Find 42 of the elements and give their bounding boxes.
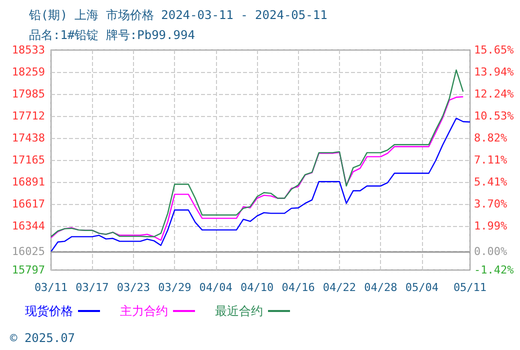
x-tick-label: 04/10 [240,281,274,294]
x-tick-label: 03/11 [34,281,68,294]
x-tick-label: 05/11 [453,281,487,294]
y-tick-label: 16891 [12,176,45,189]
x-tick-label: 03/17 [76,281,109,294]
y-tick-label: 17985 [12,88,45,101]
y2-tick-label: 15.65% [474,44,514,56]
x-tick-label: 04/28 [364,281,398,294]
y-tick-label: 17712 [12,110,45,123]
y-tick-label: 16025 [12,245,45,258]
legend-label: 主力合约 [120,304,168,318]
x-tick-label: 04/22 [322,281,356,294]
legend-label: 最近合约 [215,304,263,318]
legend-label: 现货价格 [25,304,73,318]
y-tick-label: 17165 [12,154,45,166]
chart-subtitle: 品名:1#铅锭 牌号:Pb99.994 [29,28,195,42]
chart-title: 铅(期) 上海 市场价格 2024-03-11 - 2024-05-11 [28,8,328,22]
x-tick-label: 05/04 [405,281,439,294]
y2-tick-label: 1.99% [474,220,508,233]
line-series [50,118,471,252]
y2-tick-label: 12.24% [474,87,514,100]
y-tick-label: 16617 [12,198,45,211]
y2-tick-label: 3.70% [474,198,508,211]
y2-tick-label: 5.41% [474,175,508,188]
y2-tick-label: 8.82% [474,132,508,145]
y-tick-label: 16344 [12,220,46,233]
x-tick-label: 03/23 [116,281,150,294]
y-tick-label: 15797 [12,264,45,276]
y2-tick-label: 13.94% [474,66,514,79]
y2-tick-label: 0.00% [474,245,508,258]
y-tick-label: 18533 [12,44,45,56]
y-tick-label: 17438 [12,132,45,145]
y2-tick-label: 7.11% [474,154,508,167]
y2-tick-label: 10.53% [474,109,514,122]
x-tick-label: 04/04 [199,281,233,294]
line-series [50,96,464,241]
y-tick-label: 18259 [12,66,45,79]
text: © 2025.07 [10,331,76,345]
y2-tick-label: -1.42% [474,264,514,276]
x-tick-label: 04/16 [282,281,315,294]
x-tick-label: 03/29 [158,281,192,294]
line-series [50,69,464,238]
